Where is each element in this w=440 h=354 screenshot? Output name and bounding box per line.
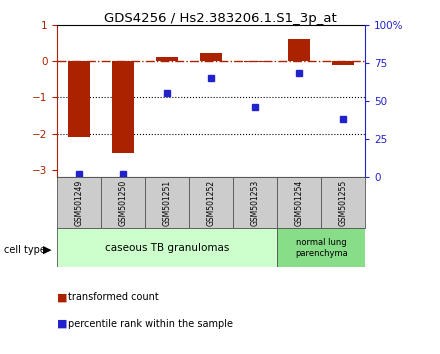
Bar [102, 177, 145, 228]
Bar [322, 177, 365, 228]
Bar [189, 177, 233, 228]
Text: cell type: cell type [4, 245, 46, 255]
Bar [58, 228, 277, 267]
Bar [58, 177, 101, 228]
Bar [68, 61, 90, 137]
Bar [278, 177, 321, 228]
Text: ■: ■ [57, 319, 68, 329]
Text: GSM501250: GSM501250 [119, 179, 128, 226]
Bar [112, 61, 134, 153]
Text: GSM501249: GSM501249 [75, 179, 84, 226]
Bar [244, 61, 266, 62]
Text: GDS4256 / Hs2.383206.1.S1_3p_at: GDS4256 / Hs2.383206.1.S1_3p_at [104, 12, 336, 25]
Bar [145, 177, 189, 228]
Bar [234, 177, 277, 228]
Text: ■: ■ [57, 292, 68, 302]
Bar [332, 61, 354, 65]
Text: GSM501252: GSM501252 [207, 179, 216, 226]
Bar [277, 228, 365, 267]
Bar [156, 57, 178, 61]
Text: transformed count: transformed count [68, 292, 159, 302]
Text: percentile rank within the sample: percentile rank within the sample [68, 319, 233, 329]
Text: GSM501251: GSM501251 [163, 179, 172, 226]
Bar [200, 53, 222, 61]
Text: GSM501254: GSM501254 [295, 179, 304, 226]
Text: normal lung
parenchyma: normal lung parenchyma [295, 238, 348, 257]
Text: GSM501253: GSM501253 [251, 179, 260, 226]
Text: GSM501255: GSM501255 [339, 179, 348, 226]
Bar [288, 39, 310, 61]
Text: caseous TB granulomas: caseous TB granulomas [105, 243, 229, 253]
Text: ▶: ▶ [43, 245, 51, 255]
